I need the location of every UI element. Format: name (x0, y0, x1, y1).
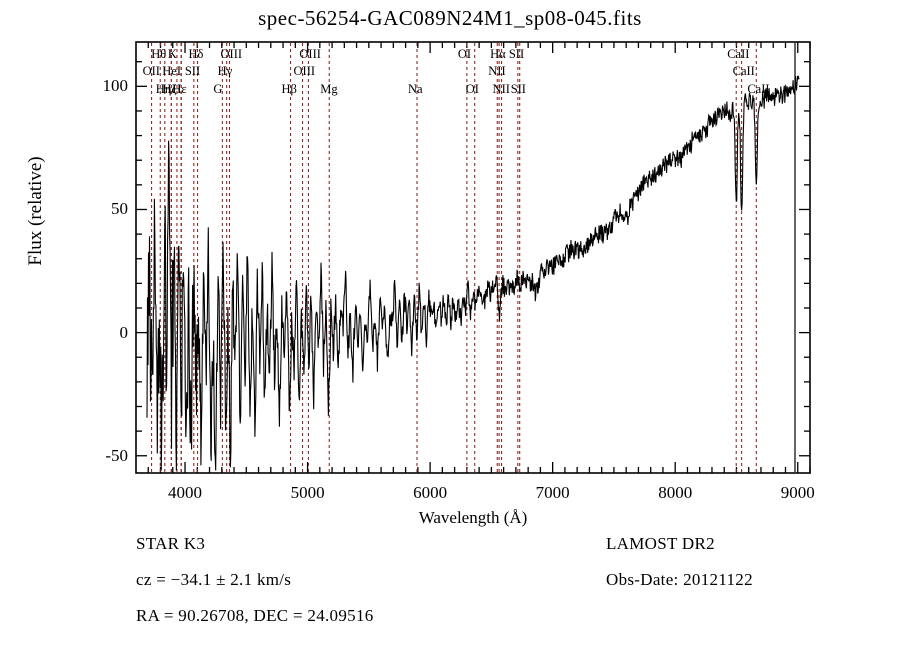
x-tick-label: 4000 (168, 483, 203, 502)
spectral-line-label: NII (492, 82, 510, 96)
spectral-line-label: CaII (747, 82, 770, 96)
spectral-line-label: Hδ (188, 47, 204, 61)
spectral-line-label: K (167, 47, 177, 61)
spectral-line-label: Hα (490, 47, 506, 61)
x-tick-label: 9000 (780, 483, 815, 502)
spectral-line-label: NII (488, 64, 506, 78)
y-tick-label: 50 (111, 199, 128, 219)
spectral-line-label: SII (510, 82, 526, 96)
object-type-text: STAR K3 (136, 534, 206, 553)
x-tick-label: 7000 (535, 483, 570, 502)
coordinates-text: RA = 90.26708, DEC = 24.09516 (136, 606, 374, 625)
spectral-line-label: CaII (732, 64, 755, 78)
spectral-line-label: OIII (220, 47, 243, 61)
plot-frame (135, 41, 811, 474)
spectral-line-label: Hε (172, 82, 187, 96)
y-tick-label: 100 (102, 76, 129, 96)
spectral-line-label: CaII (727, 47, 750, 61)
spectral-line-label: Hβ (281, 82, 297, 96)
spectral-line-label: OII (142, 64, 160, 78)
spectral-line-label: Hθ (151, 47, 167, 61)
spectral-line-label: OIII (299, 47, 321, 61)
obs-date-text: Obs-Date: 20121122 (606, 570, 753, 589)
x-tick-label: 5000 (290, 483, 325, 502)
spectral-line-label: Hγ (217, 64, 233, 78)
spectral-line-label: HeI (162, 64, 182, 78)
redshift-velocity-text: cz = −34.1 ± 2.1 km/s (136, 570, 292, 589)
x-tick-label: 8000 (658, 483, 693, 502)
y-tick-label: 0 (119, 322, 129, 342)
spectral-line-label: Mg (320, 82, 338, 96)
spectral-line-label: SII (184, 64, 201, 78)
spectral-line-label: OIII (293, 64, 316, 78)
x-axis-label: Wavelength (Å) (418, 508, 528, 527)
y-axis-label: Flux (relative) (25, 156, 46, 266)
spectrum-trace (146, 75, 800, 471)
y-tick-label: -50 (105, 445, 128, 465)
spectral-line-label: Hη (155, 82, 172, 96)
spectral-line-label: H (172, 82, 182, 96)
spectral-line-label: G (213, 82, 223, 96)
spectral-line-label: OI (465, 82, 479, 96)
spectral-line-label: Na (407, 82, 423, 96)
page-title: spec-56254-GAC089N24M1_sp08-045.fits (258, 6, 642, 30)
spectral-line-label: SII (508, 47, 525, 61)
survey-name-text: LAMOST DR2 (606, 534, 715, 553)
x-tick-label: 6000 (413, 483, 448, 502)
spectral-line-label: Hζ (162, 82, 177, 96)
spectral-line-label: OI (457, 47, 472, 61)
